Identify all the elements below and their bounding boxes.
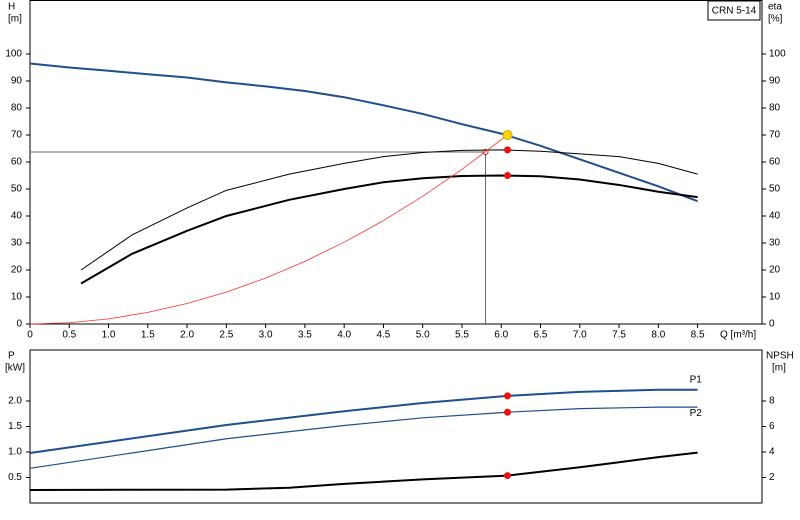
x-tick-label: 8.0 bbox=[651, 330, 665, 341]
y2-tick-label: 60 bbox=[769, 157, 781, 168]
y-tick-label: 1.5 bbox=[8, 421, 22, 432]
y2-unit: [m] bbox=[772, 363, 786, 374]
y2-tick-label: 6 bbox=[769, 421, 775, 432]
x-tick-label: 2.0 bbox=[180, 330, 194, 341]
y-tick-label: 1.0 bbox=[8, 447, 22, 458]
series-line bbox=[80, 174, 698, 285]
x-tick-label: 6.0 bbox=[494, 330, 508, 341]
y-tick-label: 0.5 bbox=[8, 472, 22, 483]
operating-point bbox=[504, 146, 512, 154]
y2-tick-label: 80 bbox=[769, 103, 781, 114]
series-line bbox=[29, 451, 698, 491]
x-label: Q [m³/h] bbox=[720, 330, 756, 341]
x-tick-label: 8.5 bbox=[691, 330, 705, 341]
x-tick-label: 5.5 bbox=[455, 330, 469, 341]
x-tick-label: 6.5 bbox=[534, 330, 548, 341]
y-unit: [kW] bbox=[5, 363, 25, 374]
x-tick-label: 4.0 bbox=[337, 330, 351, 341]
operating-point bbox=[504, 172, 512, 179]
series-line bbox=[29, 134, 508, 325]
y2-tick-label: 90 bbox=[769, 76, 781, 87]
x-tick-label: 4.5 bbox=[376, 330, 390, 341]
x-tick-label: 5.0 bbox=[416, 330, 430, 341]
series-line bbox=[80, 149, 698, 271]
y-tick-label: 20 bbox=[11, 265, 23, 276]
y2-tick-label: 100 bbox=[769, 49, 786, 60]
y2-tick-label: 70 bbox=[769, 130, 781, 141]
y-tick-label: 10 bbox=[11, 292, 23, 303]
operating-point bbox=[504, 408, 512, 416]
series-line bbox=[29, 406, 698, 469]
y2-label: NPSH bbox=[766, 351, 794, 362]
y-tick-label: 0 bbox=[16, 319, 22, 330]
y-tick-label: 60 bbox=[11, 157, 23, 168]
y2-tick-label: 8 bbox=[769, 396, 775, 407]
series-line bbox=[29, 388, 698, 455]
x-tick-label: 0 bbox=[27, 330, 33, 341]
annotation-box bbox=[707, 0, 761, 21]
y2-unit: [%] bbox=[768, 14, 783, 25]
annotation: CRN 5-14 bbox=[712, 6, 757, 17]
y2-tick-label: 0 bbox=[769, 319, 775, 330]
y-tick-label: 40 bbox=[11, 211, 23, 222]
y2-tick-label: 10 bbox=[769, 292, 781, 303]
y2-tick-label: 40 bbox=[769, 211, 781, 222]
operating-point bbox=[504, 392, 512, 400]
y2-tick-label: 4 bbox=[769, 447, 775, 458]
series-label: P1 bbox=[690, 374, 703, 385]
y2-tick-label: 50 bbox=[769, 184, 781, 195]
y-unit: [m] bbox=[8, 14, 22, 25]
x-tick-label: 7.5 bbox=[612, 330, 626, 341]
y-label: H bbox=[8, 2, 15, 13]
x-tick-label: 2.5 bbox=[219, 330, 233, 341]
x-tick-label: 1.0 bbox=[102, 330, 116, 341]
operating-point bbox=[502, 130, 513, 140]
y-tick-label: 80 bbox=[11, 103, 23, 114]
y-tick-label: 90 bbox=[11, 76, 23, 87]
series-label: P2 bbox=[690, 408, 703, 419]
y2-tick-label: 30 bbox=[769, 238, 781, 249]
x-tick-label: 3.5 bbox=[298, 330, 312, 341]
y-tick-label: 30 bbox=[11, 238, 23, 249]
y2-tick-label: 2 bbox=[769, 472, 775, 483]
x-tick-label: 7.0 bbox=[573, 330, 587, 341]
series-line bbox=[29, 62, 698, 203]
operating-point bbox=[504, 472, 512, 480]
y-tick-label: 70 bbox=[11, 130, 23, 141]
x-tick-label: 1.5 bbox=[141, 330, 155, 341]
x-tick-label: 3.0 bbox=[259, 330, 273, 341]
x-tick-label: 0.5 bbox=[62, 330, 76, 341]
y-tick-label: 2.0 bbox=[8, 396, 22, 407]
y-tick-label: 50 bbox=[11, 184, 23, 195]
y-tick-label: 100 bbox=[5, 49, 22, 60]
y2-label: eta bbox=[768, 2, 782, 13]
y2-tick-label: 20 bbox=[769, 265, 781, 276]
y-label: P bbox=[8, 351, 15, 362]
